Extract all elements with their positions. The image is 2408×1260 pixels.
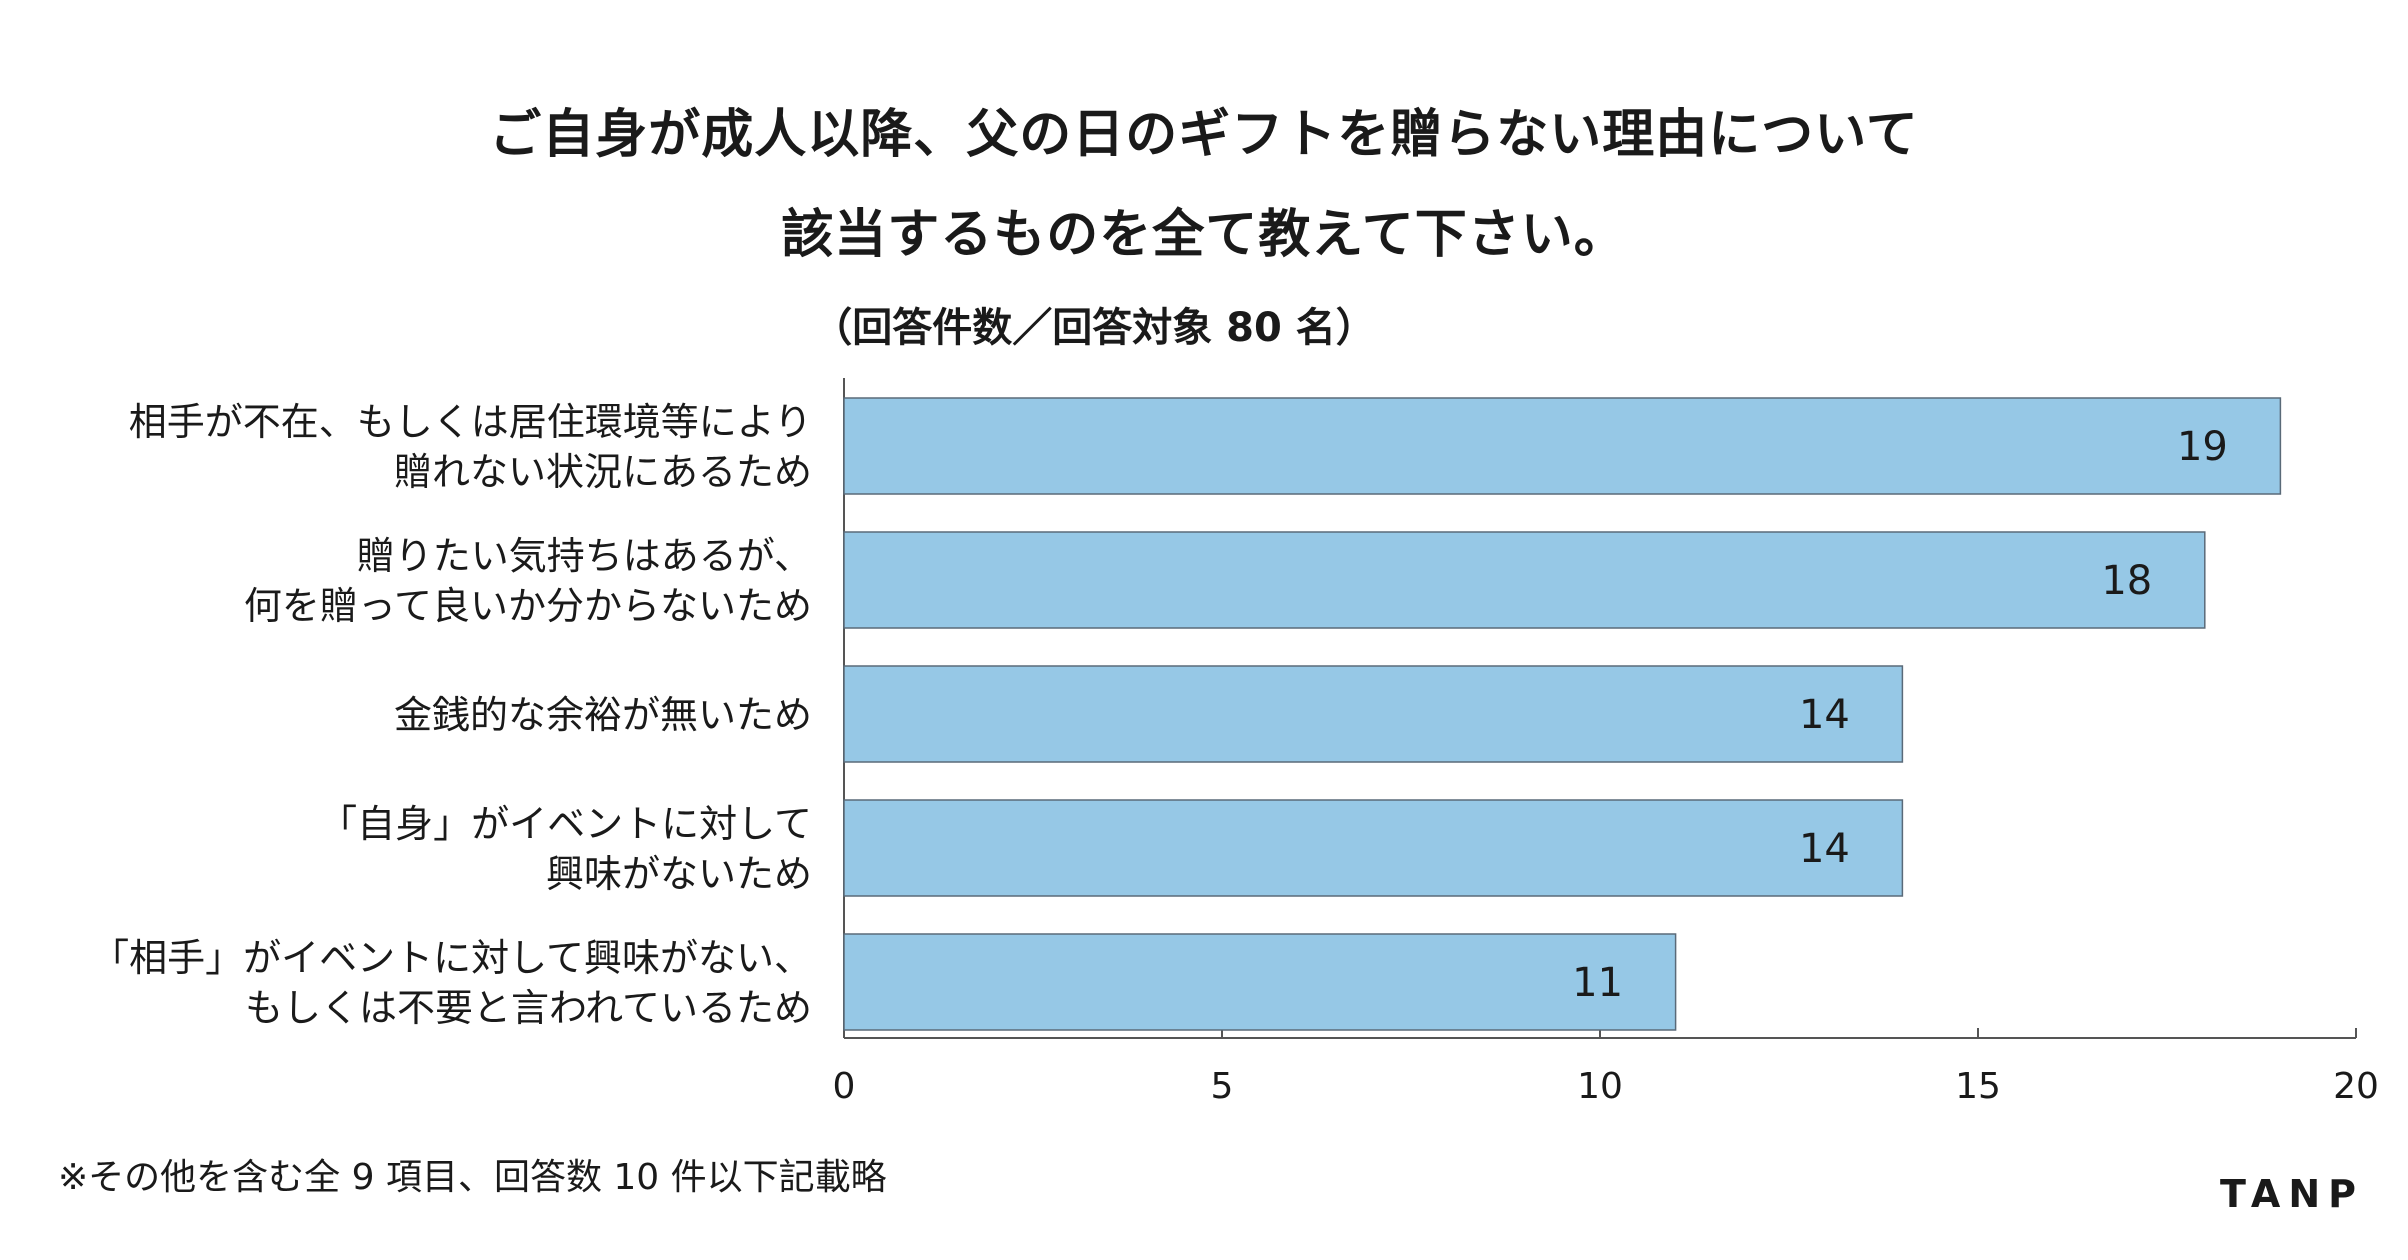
x-tick-label: 15	[1955, 1066, 2001, 1107]
category-label: 相手が不在、もしくは居住環境等により	[129, 400, 812, 444]
category-label: 興味がないため	[546, 852, 812, 896]
bar-value-label: 14	[1799, 692, 1850, 738]
chart-subtitle-text: （回答件数／回答対象 80 名）	[812, 305, 1376, 351]
chart-title: ご自身が成人以降、父の日のギフトを贈らない理由について 該当するものを全て教えて…	[0, 85, 2408, 285]
category-label: 何を贈って良いか分からないため	[244, 584, 812, 628]
bar-value-label: 18	[2101, 558, 2152, 604]
bar	[843, 799, 1904, 897]
bar-value-label: 19	[2177, 424, 2228, 470]
category-label: 「自身」がイベントに対して	[319, 802, 812, 846]
footnote: ※その他を含む全 9 項目、回答数 10 件以下記載略	[58, 1157, 887, 1198]
bar-value-label: 14	[1799, 826, 1850, 872]
bar	[843, 933, 1677, 1031]
category-label: 贈りたい気持ちはあるが、	[357, 534, 812, 578]
bar-value-label: 11	[1572, 960, 1623, 1006]
chart-title-line-2: 該当するものを全て教えて下さい。	[781, 205, 1627, 265]
x-tick-label: 5	[1211, 1066, 1234, 1107]
x-tick-label: 0	[833, 1066, 856, 1107]
x-tick-label: 10	[1577, 1066, 1623, 1107]
category-label: 贈れない状況にあるため	[394, 450, 812, 494]
chart-subtitle: （回答件数／回答対象 80 名）	[0, 295, 2408, 353]
bar	[843, 397, 2282, 495]
chart-title-line-1: ご自身が成人以降、父の日のギフトを贈らない理由について	[489, 105, 1919, 165]
brand-logo: TANP	[2219, 1172, 2364, 1216]
x-tick-label: 20	[2333, 1066, 2379, 1107]
category-label: 「相手」がイベントに対して興味がない、	[91, 936, 812, 980]
bar	[843, 665, 1904, 763]
bar	[843, 531, 2206, 629]
category-label: 金銭的な余裕が無いため	[394, 693, 812, 737]
category-label: もしくは不要と言われているため	[245, 986, 812, 1030]
